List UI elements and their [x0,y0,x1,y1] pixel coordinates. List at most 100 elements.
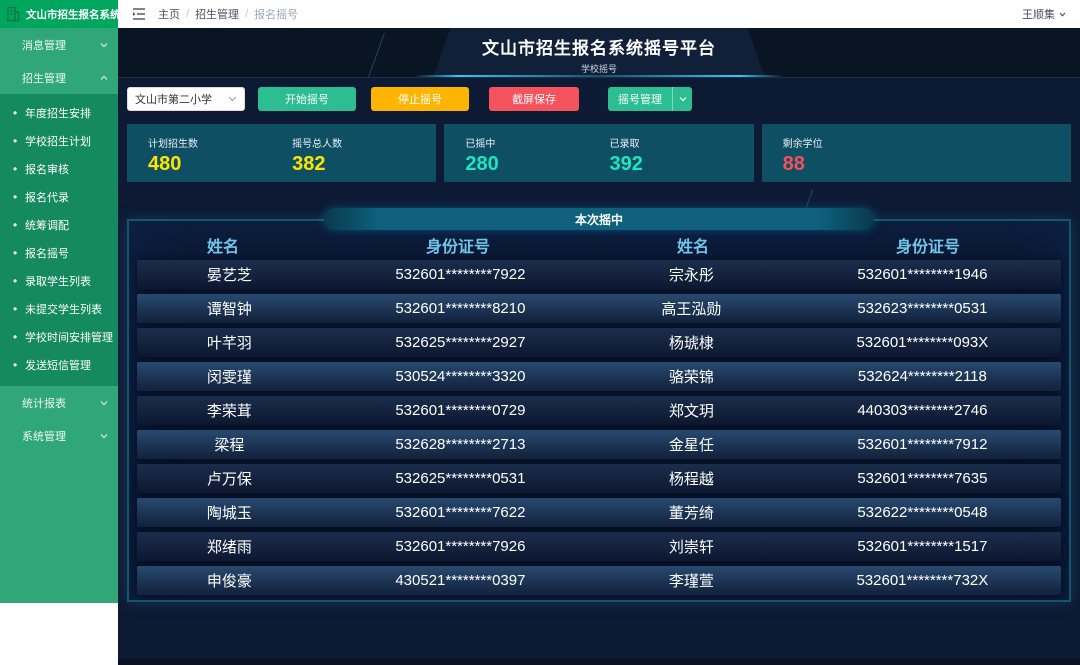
hero-band: 文山市招生报名系统摇号平台 学校摇号 [118,28,1080,78]
lottery-manage-button[interactable]: 摇号管理 [608,87,692,111]
student-name-cell: 闵雯瑾 [206,369,252,386]
stat-card-progress: 已摇中 280 已录取 392 [444,124,754,182]
student-name-cell: 刘崇轩 [668,539,714,556]
stat-card-plan: 计划招生数 480 摇号总人数 382 [127,124,437,182]
sidebar-item-sms[interactable]: • 发送短信管理 [13,358,91,372]
sidebar-item-lottery[interactable]: • 报名摇号 [13,246,69,260]
chevron-down-icon [100,433,108,438]
sidebar-menu: 消息管理 招生管理 • 年度招生安排 • 学校招生计划 • 报名审核 • 报名代录 • 统… [0,28,118,603]
sidebar-item-school-schedule[interactable]: • 学校时间安排管理 [13,330,113,344]
stat-label: 剩余学位 [782,139,823,150]
stat-card-remaining: 剩余学位 88 [761,124,1071,182]
breadcrumb-home[interactable]: 主页 [158,9,180,21]
table-row: 晏艺芝 532601********7922 宗永彤 532601*******… [137,260,1061,289]
breadcrumb-enrollment[interactable]: 招生管理 [195,9,240,21]
bullet-icon: • [13,330,18,344]
student-id-cell: 532601********7926 [395,538,526,555]
bullet-icon: • [13,106,18,120]
sidebar-item-admitted-list[interactable]: • 录取学生列表 [13,274,91,288]
table-row: 谭智钟 532601********8210 高王泓勋 532623******… [137,294,1061,323]
chevron-down-icon [100,42,108,47]
table-row: 申俊豪 430521********0397 李瑾萱 532601*******… [137,566,1061,595]
screenshot-save-button[interactable]: 截屏保存 [489,87,579,111]
student-name-cell: 杨程越 [668,471,714,488]
sidebar-item-school-plan[interactable]: • 学校招生计划 [13,134,91,148]
student-id-cell: 532601********7622 [395,504,526,521]
sidebar-item-unsubmitted-list[interactable]: • 未提交学生列表 [13,302,102,316]
sidebar-group-enrollment[interactable]: 招生管理 [0,61,118,94]
start-lottery-button[interactable]: 开始摇号 [258,87,356,111]
student-name-cell: 郑文玥 [668,403,714,420]
sidebar-toggle-icon[interactable] [132,8,146,20]
button-divider [672,87,673,111]
student-id-cell: 532601********8210 [395,300,526,317]
building-icon [6,6,20,22]
bullet-icon: • [13,162,18,176]
sidebar-group-label: 系统管理 [22,430,66,443]
sidebar-item-application-proxy[interactable]: • 报名代录 [13,190,69,204]
student-name-cell: 郑绪雨 [206,539,252,556]
table-row: 梁程 532628********2713 金星任 532601********… [137,430,1061,459]
chevron-down-icon [1059,12,1066,17]
dropdown-toggle[interactable] [673,96,692,102]
student-name-cell: 谭智钟 [206,301,252,318]
bullet-icon: • [13,134,18,148]
table-body: 晏艺芝 532601********7922 宗永彤 532601*******… [129,260,1069,595]
chevron-down-icon [100,400,108,405]
page-title: 文山市招生报名系统摇号平台 [482,39,716,58]
controls-bar: 文山市第二小学 开始摇号 停止摇号 截屏保存 摇号管理 [127,87,1080,111]
student-id-cell: 532601********1517 [857,538,988,555]
app-logo[interactable]: 文山市招生报名系统 [0,0,121,28]
student-id-cell: 532601********1946 [857,266,988,283]
student-name-cell: 杨琥棣 [668,335,714,352]
table-row: 李荣茸 532601********0729 郑文玥 440303*******… [137,396,1061,425]
sidebar-group-messages[interactable]: 消息管理 [0,28,118,61]
student-id-cell: 530524********3320 [395,368,526,385]
top-navbar: 主页 / 招生管理 / 报名摇号 王顺集 [118,0,1080,28]
stat-remaining: 剩余学位 88 [783,135,1071,182]
panel-title: 本次摇中 [324,208,874,230]
user-menu[interactable]: 王顺集 [1022,6,1066,22]
student-id-cell: 532601********0729 [395,402,526,419]
chevron-down-icon [679,97,686,102]
page-subtitle: 学校摇号 [580,64,617,74]
student-name-cell: 晏艺芝 [206,267,252,284]
sidebar-item-application-review[interactable]: • 报名审核 [13,162,69,176]
student-id-cell: 532601********7635 [857,470,988,487]
stat-label: 已录取 [609,139,640,150]
student-id-cell: 532624********2118 [857,368,987,385]
platform-title-panel: 文山市招生报名系统摇号平台 学校摇号 [434,28,764,75]
stat-value: 88 [782,153,805,175]
lottery-page: 文山市招生报名系统摇号平台 学校摇号 文山市第二小学 开始摇号 停止摇号 截屏保… [118,28,1080,665]
student-name-cell: 金星任 [668,437,714,454]
stat-value: 382 [292,153,326,175]
breadcrumb-current: 报名摇号 [254,9,299,21]
stat-value: 280 [465,153,499,175]
sidebar-group-reports[interactable]: 统计报表 [0,386,118,419]
sidebar-item-allocation[interactable]: • 统筹调配 [13,218,69,232]
student-name-cell: 陶城玉 [206,505,252,522]
student-id-cell: 532623********0531 [857,300,988,317]
student-id-cell: 532601********7922 [395,266,526,283]
user-name: 王顺集 [1022,9,1055,21]
student-name-cell: 高王泓勋 [661,301,722,318]
stat-drawn: 已摇中 280 [465,135,609,182]
sidebar-group-label: 招生管理 [22,72,66,85]
column-header-name: 姓名 [206,239,239,256]
sidebar-item-annual-plan[interactable]: • 年度招生安排 [13,106,91,120]
student-id-cell: 532628********2713 [395,436,526,453]
student-id-cell: 532622********0548 [857,504,988,521]
stat-value: 480 [148,153,182,175]
student-name-cell: 宗永彤 [668,267,714,284]
stop-lottery-button[interactable]: 停止摇号 [371,87,469,111]
bullet-icon: • [13,302,18,316]
school-select[interactable]: 文山市第二小学 [127,87,245,111]
sidebar-group-system[interactable]: 系统管理 [0,419,118,452]
bottom-strip [118,659,1080,665]
stat-label: 已摇中 [465,139,496,150]
lottery-result-panel: 本次摇中 姓名 身份证号 姓名 身份证号 晏艺芝 532601********7… [127,208,1071,602]
stat-label: 摇号总人数 [292,139,343,150]
stats-row: 计划招生数 480 摇号总人数 382 已摇中 280 已录取 [127,124,1071,182]
bullet-icon: • [13,274,18,288]
stat-total-entrants: 摇号总人数 382 [292,135,436,182]
